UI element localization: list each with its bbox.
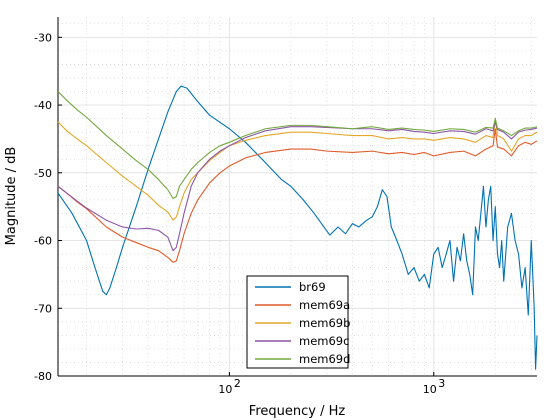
- series-line-mem69c: [57, 121, 538, 252]
- plot-frame: [57, 17, 537, 377]
- x-tick-label-exponent: 3: [438, 377, 445, 390]
- x-tick-label: 10: [423, 383, 437, 396]
- x-tick-label-exponent: 2: [234, 377, 241, 390]
- major-grid: [58, 17, 537, 377]
- y-tick-label: -30: [34, 31, 52, 44]
- legend-label: mem69d: [299, 352, 350, 366]
- y-tick-label: -80: [34, 370, 52, 383]
- y-tick-label: -40: [34, 99, 52, 112]
- x-tick-labels: 10 2 10 3: [218, 377, 445, 396]
- series-line-mem69d: [57, 91, 538, 200]
- y-axis-label: Magnitude / dB: [4, 147, 19, 246]
- series-line-br69: [57, 85, 538, 370]
- ticks-layer: [58, 36, 435, 377]
- series-line-mem69a: [57, 128, 538, 263]
- legend-label: mem69b: [299, 316, 350, 330]
- y-tick-label: -70: [34, 302, 52, 315]
- series-layer: [57, 85, 538, 370]
- y-tick-label: -60: [34, 235, 52, 248]
- legend-label: mem69c: [299, 334, 349, 348]
- legend-label: br69: [299, 280, 326, 294]
- series-line-mem69b: [57, 118, 538, 221]
- legend-box: [246, 275, 349, 369]
- x-axis-label: Frequency / Hz: [249, 404, 346, 419]
- y-tick-labels: -30 -40 -50 -60 -70 -80: [34, 31, 52, 383]
- legend: br69 mem69a mem69b mem69c mem69d: [246, 275, 350, 369]
- x-tick-label: 10: [218, 383, 232, 396]
- legend-label: mem69a: [299, 298, 350, 312]
- y-tick-label: -50: [34, 167, 52, 180]
